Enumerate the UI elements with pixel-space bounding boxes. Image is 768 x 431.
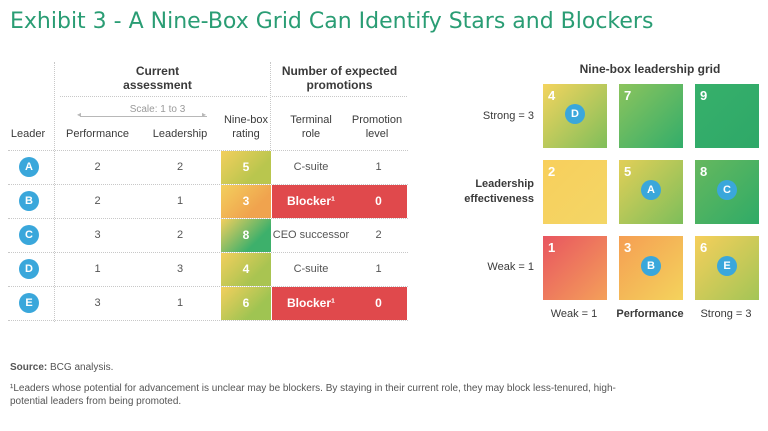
col-header-promotion-level: Promotion level: [346, 113, 408, 141]
header-line: rating: [232, 128, 260, 140]
ninebox-rating: 3: [221, 185, 271, 218]
terminal-role: C-suite: [293, 161, 329, 173]
leadership-value: 3: [176, 263, 184, 275]
source-text: BCG analysis.: [47, 362, 114, 373]
grid-box: 7: [619, 84, 683, 148]
performance-value: 1: [94, 263, 101, 275]
grid-box: 9: [695, 84, 759, 148]
grid-box-number: 5: [624, 164, 632, 179]
header-line: role: [301, 128, 321, 140]
x-axis-label: Performance: [616, 308, 684, 320]
row-separator: [8, 252, 408, 253]
terminal-role: CEO successor: [272, 229, 350, 241]
leadership-value: 2: [176, 229, 184, 241]
performance-value: 2: [94, 195, 101, 207]
leadership-value: 1: [176, 195, 184, 207]
grid-leader-badge: D: [565, 104, 585, 124]
grid-leader-badge: C: [717, 180, 737, 200]
row-separator: [8, 150, 408, 151]
leader-badge: E: [19, 293, 39, 313]
col-header-leadership: Leadership: [152, 128, 208, 140]
ninebox-rating: 6: [221, 287, 271, 320]
header-line: Current: [135, 64, 180, 78]
grid-leader-badge: E: [717, 256, 737, 276]
leadership-value: 1: [176, 297, 184, 309]
promotion-level: 1: [375, 161, 382, 173]
performance-value: 2: [94, 161, 101, 173]
performance-value: 3: [94, 229, 101, 241]
header-line: Terminal: [290, 114, 332, 126]
axis-label-line: effectiveness: [464, 193, 534, 205]
leadership-value: 2: [176, 161, 184, 173]
grid-title: Nine-box leadership grid: [579, 62, 721, 76]
y-axis-label: Leadership effectiveness: [458, 177, 534, 207]
terminal-role-blocker: Blocker¹: [272, 185, 350, 218]
header-underline: [272, 96, 407, 97]
y-tick-weak: Weak = 1: [487, 261, 534, 273]
col-header-leader: Leader: [10, 128, 46, 140]
performance-value: 3: [94, 297, 101, 309]
terminal-role-blocker: Blocker¹: [272, 287, 350, 320]
source-label: Source:: [10, 362, 48, 373]
header-line: level: [365, 128, 389, 140]
terminal-role: C-suite: [293, 263, 329, 275]
scale-line: [80, 116, 207, 117]
promotion-level: 1: [375, 263, 382, 275]
grid-box: 2: [543, 160, 607, 224]
scale-arrow-left-icon: ◂: [77, 110, 82, 119]
grid-box-number: 9: [700, 88, 708, 103]
grid-box-number: 7: [624, 88, 632, 103]
header-line: Number of expected: [281, 64, 398, 78]
grid-box-number: 1: [548, 240, 556, 255]
row-separator: [8, 286, 408, 287]
ninebox-rating: 5: [221, 151, 271, 184]
page-title: Exhibit 3 - A Nine-Box Grid Can Identify…: [10, 9, 654, 34]
ninebox-rating: 8: [221, 219, 271, 252]
grid-box-number: 4: [548, 88, 556, 103]
header-divider: [270, 62, 271, 150]
header-line: assessment: [123, 78, 192, 92]
header-line: Nine-box: [223, 114, 269, 126]
row-separator: [8, 184, 408, 185]
header-line: promotions: [306, 78, 373, 92]
leader-badge: D: [19, 259, 39, 279]
scale-arrow-right-icon: ▸: [202, 110, 207, 119]
row-separator: [8, 320, 408, 321]
header-line: Promotion: [351, 114, 403, 126]
grid-leader-badge: A: [641, 180, 661, 200]
grid-box-number: 8: [700, 164, 708, 179]
grid-box: 1: [543, 236, 607, 300]
grid-box-number: 2: [548, 164, 556, 179]
grid-box-number: 3: [624, 240, 632, 255]
y-tick-strong: Strong = 3: [482, 110, 534, 122]
header-underline: [60, 96, 267, 97]
promotion-level: 0: [350, 287, 407, 320]
leader-badge: A: [19, 157, 39, 177]
grid-box-number: 6: [700, 240, 708, 255]
header-current-assessment: Current assessment: [60, 64, 255, 92]
grid-leader-badge: B: [641, 256, 661, 276]
source-note: Source: BCG analysis.: [10, 362, 113, 373]
ninebox-rating: 4: [221, 253, 271, 286]
footnote: ¹Leaders whose potential for advancement…: [10, 383, 616, 407]
promotion-level: 0: [350, 185, 407, 218]
col-header-performance: Performance: [66, 128, 129, 140]
leader-badge: C: [19, 225, 39, 245]
header-divider: [54, 62, 55, 322]
row-separator: [8, 218, 408, 219]
promotion-level: 2: [375, 229, 382, 241]
header-expected-promotions: Number of expected promotions: [272, 64, 407, 92]
col-header-terminal-role: Terminal role: [272, 113, 350, 141]
axis-label-line: Leadership: [475, 178, 534, 190]
x-tick-weak: Weak = 1: [550, 308, 598, 320]
scale-label: Scale: 1 to 3: [129, 104, 186, 115]
x-tick-strong: Strong = 3: [700, 308, 752, 320]
col-header-ninebox: Nine-box rating: [221, 113, 271, 141]
leader-badge: B: [19, 191, 39, 211]
